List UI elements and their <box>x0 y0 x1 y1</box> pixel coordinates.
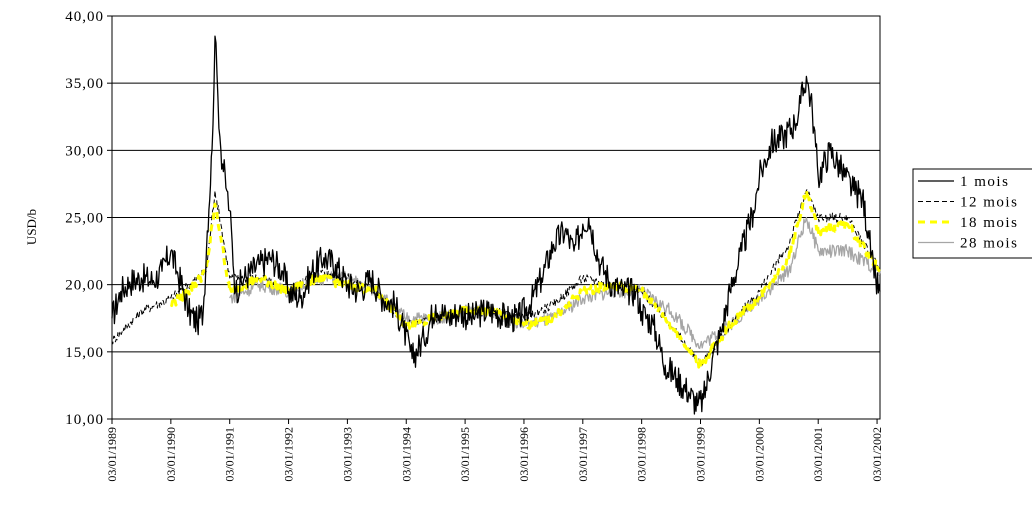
x-tick-label: 03/01/2001 <box>811 427 825 482</box>
x-tick-label: 03/01/1997 <box>576 427 590 482</box>
y-tick-label: 20,00 <box>65 278 104 294</box>
y-tick-label: 30,00 <box>65 143 104 159</box>
x-tick-label: 03/01/1992 <box>282 427 296 482</box>
x-tick-label: 03/01/1991 <box>223 427 237 482</box>
y-tick-label: 40,00 <box>65 9 104 25</box>
x-axis-ticks: 03/01/1989 03/01/1990 03/01/1991 03/01/1992… <box>105 419 884 482</box>
x-tick-label: 03/01/1994 <box>399 427 413 482</box>
y-tick-label: 15,00 <box>65 345 104 361</box>
legend-label: 28 mois <box>960 236 1018 252</box>
series-line-28-mois <box>229 216 881 350</box>
series-line-12-mois <box>111 188 881 368</box>
legend: 1 mois 12 mois 18 mois 28 mois <box>912 168 1032 259</box>
y-tick-label: 25,00 <box>65 211 104 227</box>
gridlines <box>112 15 880 420</box>
x-tick-label: 03/01/1989 <box>105 427 119 482</box>
x-tick-label: 03/01/1990 <box>164 427 178 482</box>
legend-box <box>912 168 1032 259</box>
x-tick-label: 03/01/1993 <box>340 427 354 482</box>
legend-label: 1 mois <box>960 174 1009 190</box>
x-tick-label: 03/01/1995 <box>458 427 472 482</box>
legend-label: 18 mois <box>960 215 1018 231</box>
x-tick-label: 03/01/1996 <box>517 427 531 482</box>
y-axis-label: USD/b <box>24 209 39 245</box>
series-layer <box>111 35 881 415</box>
x-tick-label: 03/01/1999 <box>694 427 708 482</box>
legend-label: 12 mois <box>960 195 1018 211</box>
series-line-18-mois <box>169 189 881 370</box>
x-tick-label: 03/01/2000 <box>752 427 766 482</box>
x-tick-label: 03/01/1998 <box>635 427 649 482</box>
x-tick-label: 03/01/2002 <box>870 427 884 482</box>
y-tick-label: 35,00 <box>65 76 104 92</box>
y-axis-ticks: 10,00 15,00 20,00 25,00 30,00 35,00 40,00 <box>65 9 112 428</box>
y-tick-label: 10,00 <box>65 412 104 428</box>
series-line-1-mois <box>111 35 881 415</box>
